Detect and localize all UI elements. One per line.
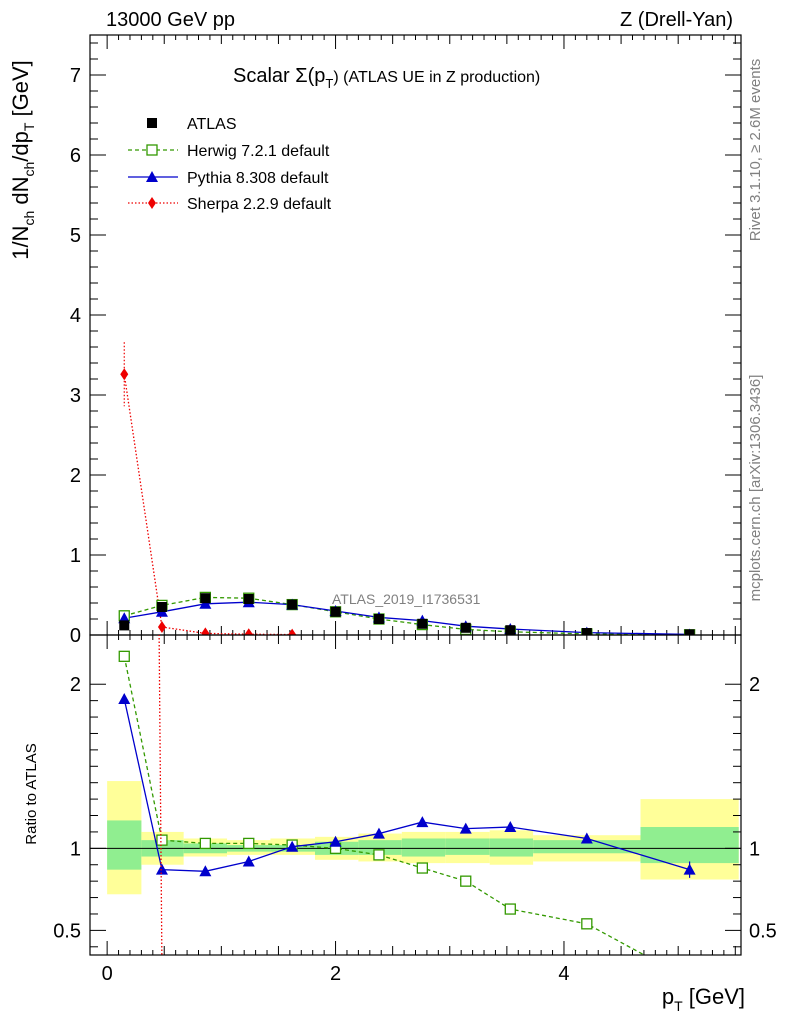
ratio-band-green [401, 838, 446, 857]
x-axis-label: pT [GeV] [662, 984, 745, 1014]
ratio-point-pythia [416, 816, 429, 828]
main-panel: 0 1 2 3 4 5 6 7 [70, 34, 742, 647]
x-tick-label: 2 [330, 963, 341, 985]
ratio-point-pythia [118, 693, 131, 704]
ratio-point-herwig [199, 837, 212, 850]
y-tick-label: 1 [70, 545, 81, 567]
ratio-point-herwig [581, 918, 593, 930]
ratio-y-tick-label-right: 0.5 [749, 920, 777, 942]
header-left: 13000 GeV pp [106, 9, 235, 31]
ratio-point-herwig [373, 849, 385, 861]
series-line-sherpa [123, 374, 293, 635]
ratio-bands [107, 781, 739, 895]
data-point-pythia [199, 597, 212, 609]
legend-label-atlas: ATLAS [187, 116, 237, 133]
ratio-y-tick-label: 1 [70, 838, 81, 860]
y-tick-label: 0 [70, 625, 81, 647]
ratio-y-axis-label: Ratio to ATLAS [23, 743, 40, 844]
y-tick-label: 5 [70, 225, 81, 247]
ratio-point-herwig [460, 875, 472, 887]
ratio-point-pythia [242, 855, 255, 867]
ratio-point-herwig [118, 650, 130, 662]
ratio-point-herwig [156, 834, 168, 846]
ratio-y-tick-label-right: 1 [749, 838, 760, 860]
y-tick-label: 3 [70, 385, 81, 407]
analysis-watermark: ATLAS_2019_I1736531 [332, 591, 481, 607]
ratio-band-green [445, 838, 490, 855]
data-point-atlas [505, 625, 516, 635]
data-point-atlas [200, 593, 211, 604]
header-right: Z (Drell-Yan) [620, 9, 733, 31]
ratio-point-herwig [416, 862, 429, 874]
ratio-point-pythia [683, 863, 696, 875]
legend-marker-atlas [147, 118, 157, 128]
data-point-sherpa [288, 628, 297, 635]
data-point-atlas [243, 594, 254, 604]
ratio-point-pythia [286, 840, 299, 852]
legend-entry-sherpa: Sherpa 2.2.9 default [128, 196, 332, 213]
ratio-y-tick-label: 0.5 [53, 920, 81, 942]
mcplots-text: mcplots.cern.ch [arXiv:1306.3436] [747, 375, 764, 602]
main-series [118, 342, 696, 635]
ratio-y-tick-label: 2 [70, 674, 81, 696]
legend-marker-sherpa [148, 197, 156, 209]
legend-entry-herwig: Herwig 7.2.1 default [128, 143, 330, 160]
y-tick-label: 7 [70, 65, 81, 87]
chart-title: Scalar Σ(pT) (ATLAS UE in Z production) [233, 65, 540, 91]
legend-label-pythia: Pythia 8.308 default [187, 170, 329, 187]
legend-entry-pythia: Pythia 8.308 default [128, 170, 329, 187]
data-point-atlas [330, 606, 341, 617]
data-point-atlas [373, 614, 384, 624]
x-tick-label: 4 [558, 963, 569, 985]
ratio-point-pythia [504, 821, 517, 832]
legend-marker-herwig [146, 144, 158, 156]
data-point-sherpa [157, 621, 166, 633]
ratio-point-pythia [199, 865, 212, 877]
ratio-line-herwig [123, 656, 646, 955]
ratio-frame [89, 634, 742, 956]
ratio-line-pythia [123, 698, 690, 872]
data-point-atlas [417, 618, 428, 629]
ratio-band-green [640, 827, 739, 864]
ratio-panel: 0 2 4 0.5 0.5 1 1 2 2 [53, 634, 777, 985]
ratio-point-pythia [372, 827, 385, 839]
y-tick-label: 4 [70, 305, 81, 327]
data-point-atlas [119, 620, 130, 631]
y-tick-label: 2 [70, 465, 81, 487]
ratio-point-pythia [580, 832, 593, 844]
ratio-y-tick-label-right: 2 [749, 674, 760, 696]
ratio-point-pythia [459, 822, 472, 834]
data-point-sherpa [244, 628, 253, 635]
y-axis-label: 1/Nch dNch/dpT [GeV] [8, 60, 37, 260]
x-tick-label: 0 [102, 963, 113, 985]
data-point-atlas [460, 622, 471, 633]
ratio-point-herwig [504, 903, 516, 915]
y-tick-label: 6 [70, 145, 81, 167]
ratio-band-green [107, 820, 142, 870]
ratio-series [118, 635, 696, 955]
legend-entry-atlas: ATLAS [147, 116, 237, 133]
data-point-sherpa [120, 368, 129, 381]
legend-label-sherpa: Sherpa 2.2.9 default [187, 196, 332, 213]
ratio-band-green [358, 840, 402, 855]
data-point-atlas [581, 628, 592, 635]
ratio-band-green [489, 838, 534, 857]
ratio-point-herwig [243, 837, 255, 850]
series-line-pythia [124, 601, 690, 635]
legend-label-herwig: Herwig 7.2.1 default [187, 143, 330, 160]
data-point-atlas [684, 629, 695, 635]
legend: ATLAS Herwig 7.2.1 default Pythia 8.308 … [128, 116, 332, 213]
ratio-band-green [533, 840, 641, 854]
ratio-point-pythia [329, 835, 342, 847]
data-point-sherpa [201, 627, 210, 635]
legend-marker-pythia [146, 171, 158, 182]
ratio-point-pythia [155, 863, 168, 875]
data-point-atlas [156, 602, 167, 612]
data-point-atlas [287, 599, 298, 610]
rivet-version-text: Rivet 3.1.10, ≥ 2.6M events [747, 59, 764, 242]
